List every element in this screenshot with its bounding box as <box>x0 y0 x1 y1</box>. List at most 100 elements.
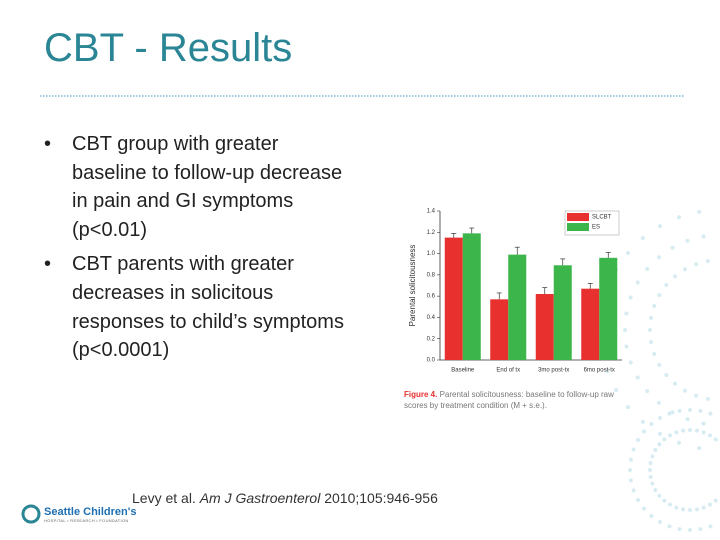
y-tick-label: 0.0 <box>427 358 436 364</box>
dot <box>662 437 667 442</box>
dot <box>713 437 718 442</box>
dot <box>676 440 681 445</box>
dot <box>674 430 679 435</box>
legend-swatch <box>567 223 589 231</box>
dot <box>688 508 692 512</box>
bar <box>581 288 600 360</box>
dot <box>708 502 712 507</box>
chart: 0.0 0.2 0.4 0.6 0.8 1.0 1.2 1.4 Parental solicit… <box>408 209 622 374</box>
dot <box>694 393 699 398</box>
figure-label: Figure 4. <box>404 390 438 399</box>
dot <box>624 311 629 316</box>
dot <box>623 328 627 332</box>
authors: Levy et al. <box>132 490 196 506</box>
dot <box>681 428 686 433</box>
citation: Levy et al. Am J Gastroenterol 2010;105:… <box>132 490 438 506</box>
dot <box>664 372 669 377</box>
dot <box>694 428 699 433</box>
dot <box>708 524 713 529</box>
dot <box>705 396 710 401</box>
dot <box>701 234 706 239</box>
dot <box>673 381 678 386</box>
dot <box>670 410 675 415</box>
legend-swatch <box>567 213 589 221</box>
x-tick-label: Baseline <box>451 368 475 374</box>
bar <box>444 237 463 360</box>
dot <box>628 468 632 472</box>
dot <box>631 488 636 493</box>
dot <box>628 457 633 462</box>
bullet-list: CBT group with greater baseline to follo… <box>44 130 349 371</box>
dot <box>708 411 713 416</box>
dot <box>668 502 672 507</box>
bar <box>599 257 618 360</box>
y-tick-label: 0.8 <box>427 272 436 278</box>
logo-mark <box>21 504 41 524</box>
dot <box>652 351 657 356</box>
dot <box>667 524 672 529</box>
details: 2010;105:946-956 <box>324 490 438 506</box>
dot <box>605 369 610 374</box>
logo-name: Seattle Children's <box>44 506 137 518</box>
dot <box>624 344 629 349</box>
dot <box>649 315 654 320</box>
dot <box>677 527 682 532</box>
dot <box>648 468 652 472</box>
y-tick-label: 0.4 <box>427 315 436 321</box>
dot <box>688 528 692 532</box>
dot <box>636 438 641 442</box>
dot <box>667 411 672 416</box>
dot <box>673 274 678 279</box>
dot <box>697 209 702 214</box>
dot <box>652 304 657 309</box>
dot <box>614 388 619 392</box>
dot <box>649 513 654 518</box>
dot <box>664 283 669 288</box>
dot <box>705 259 710 264</box>
y-tick-label: 1.0 <box>427 251 436 257</box>
legend-label: ES <box>592 225 600 231</box>
dot <box>649 340 654 345</box>
dot <box>701 505 706 510</box>
bar <box>508 254 527 360</box>
dot <box>649 422 654 427</box>
slide-title: CBT - Results <box>44 26 293 70</box>
dot <box>657 293 662 297</box>
dot <box>681 507 686 512</box>
dot <box>628 478 633 483</box>
dot <box>635 280 640 285</box>
dot <box>648 461 653 466</box>
dot <box>645 266 650 271</box>
y-axis-label: Parental solicitousness <box>408 245 417 327</box>
dot <box>650 481 655 486</box>
dot <box>653 488 658 492</box>
bar <box>462 233 481 360</box>
dot <box>650 454 655 459</box>
dot <box>656 400 661 405</box>
dot <box>626 250 631 255</box>
dot <box>658 224 662 229</box>
bar <box>535 294 554 360</box>
dot <box>697 446 702 451</box>
logo-tagline: HOSPITAL • RESEARCH • FOUNDATION <box>44 518 129 523</box>
dot <box>674 505 679 510</box>
y-tick-label: 1.2 <box>427 230 436 236</box>
dot <box>658 416 662 421</box>
bar <box>490 299 509 360</box>
legend-label: SLCBT <box>592 215 612 221</box>
dot <box>640 236 645 241</box>
dot <box>656 255 661 260</box>
dot <box>640 419 645 424</box>
dot <box>642 506 647 511</box>
dot <box>685 238 690 243</box>
x-tick-label: 3mo post-tx <box>538 368 569 374</box>
dot <box>668 433 672 438</box>
dot <box>688 408 692 412</box>
dot <box>698 527 703 532</box>
dot <box>657 363 662 367</box>
dot <box>701 430 706 435</box>
y-tick-label: 1.4 <box>427 209 436 215</box>
dot <box>694 507 699 512</box>
